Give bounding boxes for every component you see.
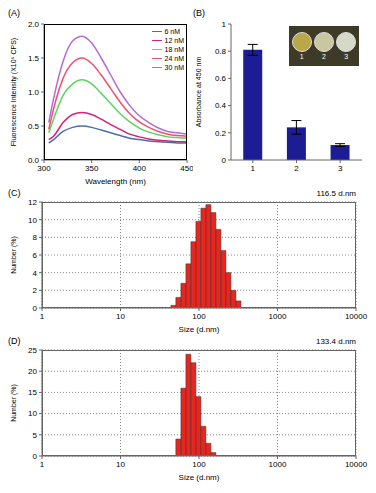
- svg-text:1000: 1000: [269, 312, 287, 321]
- svg-text:450: 450: [180, 164, 193, 173]
- svg-text:0.2: 0.2: [215, 129, 227, 138]
- html-text:Number (%): Number (%): [10, 236, 17, 274]
- html-text:(A): (A): [8, 8, 20, 18]
- svg-text:12: 12: [28, 198, 37, 207]
- html-text:Absorbance at 450 nm: Absorbance at 450 nm: [195, 56, 202, 128]
- svg-text:0.8: 0.8: [215, 47, 227, 56]
- html-text:2: 2: [322, 52, 326, 60]
- svg-text:10: 10: [28, 216, 37, 225]
- html-text:Number (%): Number (%): [10, 384, 17, 422]
- html-text:(C): (C): [8, 188, 21, 198]
- svg-text:2: 2: [33, 286, 38, 295]
- html-text:Size (d.nm): Size (d.nm): [178, 325, 220, 334]
- svg-text:100: 100: [192, 312, 206, 321]
- svg-text:1000: 1000: [269, 460, 287, 469]
- html-text:6 nM: 6 nM: [164, 28, 181, 35]
- svg-text:3: 3: [338, 164, 343, 173]
- svg-text:1.0: 1.0: [28, 88, 40, 97]
- html-text:133.4 d.nm: 133.4 d.nm: [316, 337, 356, 346]
- svg-text:350: 350: [85, 164, 99, 173]
- svg-text:10: 10: [116, 460, 125, 469]
- svg-text:2: 2: [294, 164, 299, 173]
- html-text:30 nM: 30 nM: [164, 64, 184, 71]
- html-text:Size (d.nm): Size (d.nm): [178, 473, 220, 482]
- svg-text:5: 5: [33, 431, 38, 440]
- html-text:12 nM: 12 nM: [164, 37, 184, 44]
- svg-text:1: 1: [251, 164, 256, 173]
- html-text:3: 3: [344, 52, 349, 60]
- html-text:18 nM: 18 nM: [164, 46, 184, 53]
- svg-text:0: 0: [222, 156, 227, 165]
- svg-text:1: 1: [222, 20, 227, 29]
- html-text:116.5 d.nm: 116.5 d.nm: [316, 189, 356, 198]
- svg-text:20: 20: [28, 367, 37, 376]
- svg-text:10: 10: [28, 409, 37, 418]
- html-text:24 nM: 24 nM: [164, 55, 184, 62]
- svg-text:25: 25: [28, 346, 37, 355]
- svg-text:400: 400: [133, 164, 147, 173]
- svg-text:1: 1: [40, 312, 45, 321]
- svg-text:1.5: 1.5: [28, 54, 40, 63]
- svg-text:0.4: 0.4: [215, 101, 227, 110]
- svg-text:2.0: 2.0: [28, 20, 40, 29]
- html-text:Fluorescence Intensity (X10⁶ C: Fluorescence Intensity (X10⁶ CPS): [10, 37, 17, 147]
- svg-text:0.0: 0.0: [28, 156, 40, 165]
- svg-text:8: 8: [33, 233, 38, 242]
- svg-text:300: 300: [37, 164, 51, 173]
- html-text:(B): (B): [193, 8, 205, 18]
- svg-text:15: 15: [28, 388, 37, 397]
- svg-text:10000: 10000: [345, 460, 368, 469]
- html-text:1: 1: [299, 52, 304, 60]
- svg-text:10: 10: [116, 312, 125, 321]
- svg-text:0.6: 0.6: [215, 74, 227, 83]
- svg-text:10000: 10000: [345, 312, 368, 321]
- svg-text:1: 1: [40, 460, 45, 469]
- svg-text:0: 0: [33, 452, 38, 461]
- svg-text:4: 4: [33, 269, 38, 278]
- html-text:Wavelength (nm): Wavelength (nm): [85, 177, 146, 186]
- svg-text:6: 6: [33, 251, 38, 260]
- svg-text:0.5: 0.5: [28, 122, 40, 131]
- svg-text:0: 0: [33, 304, 38, 313]
- html-text:(D): (D): [8, 336, 21, 346]
- svg-text:100: 100: [192, 460, 206, 469]
